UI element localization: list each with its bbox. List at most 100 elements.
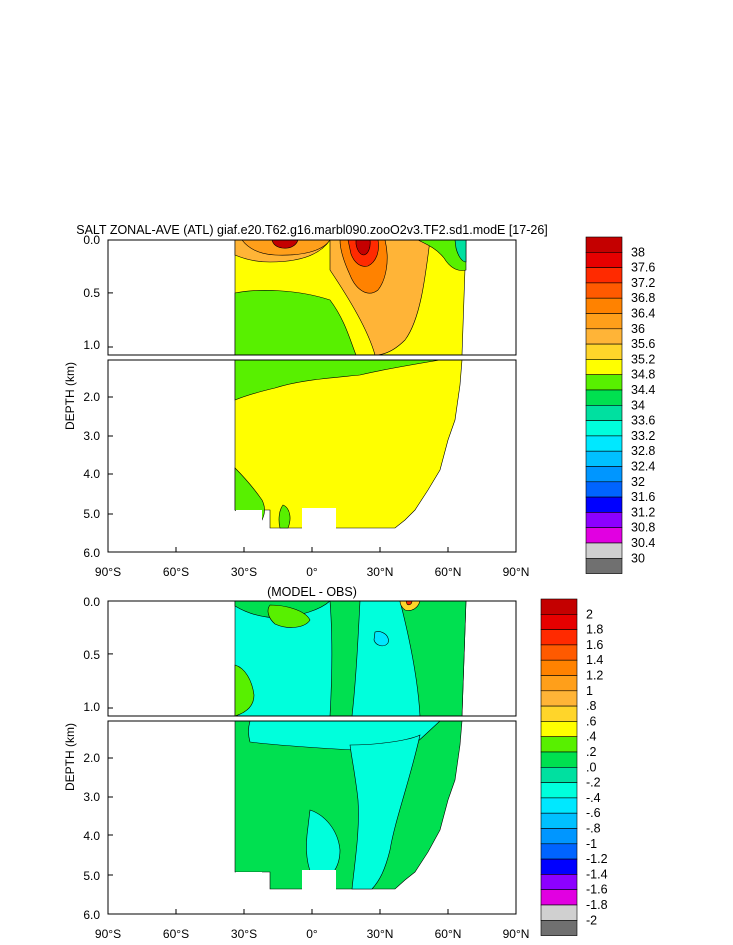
- top-upper-green-west: [234, 290, 357, 355]
- bottom-xtick-1: 60°S: [163, 927, 189, 941]
- colorbar-swatch-14: [540, 812, 578, 829]
- colorbar-label-11: 33.6: [631, 414, 655, 428]
- colorbar-swatch-19: [585, 527, 623, 544]
- colorbar-swatch-1: [585, 252, 623, 268]
- colorbar-swatch-16: [540, 843, 578, 860]
- colorbar-label-20: 30: [631, 551, 645, 565]
- colorbar-label-7: 35.2: [631, 352, 655, 366]
- colorbar-swatch-17: [585, 496, 623, 513]
- colorbar-label-12: -.4: [586, 791, 601, 805]
- colorbar-swatch-9: [585, 374, 623, 391]
- colorbar-swatch-15: [585, 466, 623, 483]
- colorbar-swatch-2: [540, 629, 578, 646]
- colorbar-swatch-9: [540, 736, 578, 753]
- colorbar-label-6: 35.6: [631, 337, 655, 351]
- top-lower-green-surface: [234, 360, 441, 401]
- colorbar-label-19: 30.4: [631, 536, 655, 550]
- bottom-ytick-5: 4.0: [83, 829, 100, 843]
- bottom-lower-gaps: [236, 870, 336, 890]
- colorbar-swatch-3: [540, 644, 578, 661]
- top-lower-green-patch: [278, 504, 291, 529]
- bottom-ytick-4: 3.0: [83, 790, 100, 804]
- bottom-gap-1: [236, 872, 262, 890]
- top-xtick-2: 30°S: [231, 565, 257, 579]
- colorbar-label-16: 31.6: [631, 490, 655, 504]
- colorbar-swatch-6: [540, 690, 578, 707]
- bottom-lower-cyan-column: [349, 734, 421, 890]
- bottom-xtick-2: 30°S: [231, 927, 257, 941]
- colorbar-label-8: .4: [586, 730, 596, 744]
- bottom-upper-frame: [107, 600, 517, 717]
- colorbar-label-0: 38: [631, 245, 645, 259]
- top-xtick-4: 30°N: [367, 565, 394, 579]
- colorbar-swatch-15: [540, 828, 578, 845]
- colorbar-swatch-8: [585, 359, 623, 375]
- colorbar-swatch-5: [540, 675, 578, 692]
- top-ytick-3: 2.0: [83, 390, 100, 404]
- bottom-ytick-0: 0.0: [83, 595, 100, 609]
- colorbar-swatch-6: [585, 328, 623, 345]
- bottom-xtick-6: 90°N: [503, 927, 530, 941]
- colorbar-label-17: -1.4: [586, 867, 608, 881]
- bottom-xtick-4: 30°N: [367, 927, 394, 941]
- colorbar-label-10: .0: [586, 760, 596, 774]
- top-upper-field: [234, 240, 467, 355]
- bottom-x-axis: 90°S 60°S 30°S 0° 30°N 60°N 90°N: [95, 927, 529, 941]
- bottom-upper-cyan-patch: [373, 631, 389, 647]
- colorbar-label-15: 32: [631, 475, 645, 489]
- top-panel: SALT ZONAL-AVE (ATL) giaf.e20.T62.g16.ma…: [63, 223, 655, 579]
- bottom-ytick-7: 6.0: [83, 908, 100, 922]
- bottom-xtick-0: 90°S: [95, 927, 121, 941]
- top-x-axis: 90°S 60°S 30°S 0° 30°N 60°N 90°N: [95, 565, 529, 579]
- colorbar-label-4: 1.2: [586, 669, 603, 683]
- colorbar-label-1: 37.6: [631, 261, 655, 275]
- colorbar-swatch-13: [585, 435, 623, 452]
- colorbar-swatch-0: [585, 236, 623, 253]
- colorbar-swatch-20: [540, 904, 578, 921]
- top-upper-fresh-north-2: [454, 240, 467, 263]
- colorbar-label-15: -1: [586, 837, 597, 851]
- top-ytick-7: 6.0: [83, 546, 100, 560]
- colorbar-swatch-11: [585, 404, 623, 421]
- colorbar-label-4: 36.4: [631, 307, 655, 321]
- top-ytick-1: 0.5: [83, 286, 100, 300]
- colorbar-swatch-7: [585, 343, 623, 360]
- colorbar-swatch-2: [585, 267, 623, 284]
- colorbar-label-16: -1.2: [586, 852, 608, 866]
- bottom-lower-field: [234, 721, 463, 890]
- colorbar-label-0: 2: [586, 607, 593, 621]
- top-xtick-6: 90°N: [503, 565, 530, 579]
- colorbar-label-3: 1.4: [586, 653, 603, 667]
- colorbar-label-18: -1.6: [586, 883, 608, 897]
- colorbar-swatch-10: [540, 751, 578, 768]
- colorbar-swatch-10: [585, 389, 623, 406]
- colorbar-swatch-4: [540, 659, 578, 676]
- bottom-ytick-2: 1.0: [83, 700, 100, 714]
- top-tick-marks: [107, 239, 517, 553]
- colorbar-swatch-3: [585, 282, 623, 299]
- top-upper-frame: [107, 239, 517, 356]
- colorbar-label-5: 36: [631, 322, 645, 336]
- top-xtick-5: 60°N: [435, 565, 462, 579]
- bottom-ytick-6: 5.0: [83, 869, 100, 883]
- top-chart-title: SALT ZONAL-AVE (ATL) giaf.e20.T62.g16.ma…: [76, 223, 548, 237]
- bottom-upper-green-east: [329, 601, 361, 716]
- bottom-upper-green-patch: [267, 604, 311, 628]
- colorbar-label-11: -.2: [586, 776, 601, 790]
- colorbar-swatch-18: [540, 874, 578, 891]
- top-xtick-0: 90°S: [95, 565, 121, 579]
- bottom-upper-green-north: [399, 601, 467, 716]
- colorbar-swatch-18: [585, 512, 623, 529]
- colorbar-label-5: 1: [586, 684, 593, 698]
- top-ytick-6: 5.0: [83, 507, 100, 521]
- colorbar-label-3: 36.8: [631, 291, 655, 305]
- colorbar-swatch-11: [540, 766, 578, 783]
- colorbar-swatch-0: [540, 598, 578, 615]
- colorbar-swatch-12: [585, 420, 623, 437]
- top-y-axis: 0.0 0.5 1.0 2.0 3.0 4.0 5.0 6.0 DEPTH (k…: [63, 233, 100, 560]
- colorbar-swatch-13: [540, 797, 578, 814]
- bottom-upper-green-west: [234, 664, 255, 716]
- top-ytick-0: 0.0: [83, 233, 100, 247]
